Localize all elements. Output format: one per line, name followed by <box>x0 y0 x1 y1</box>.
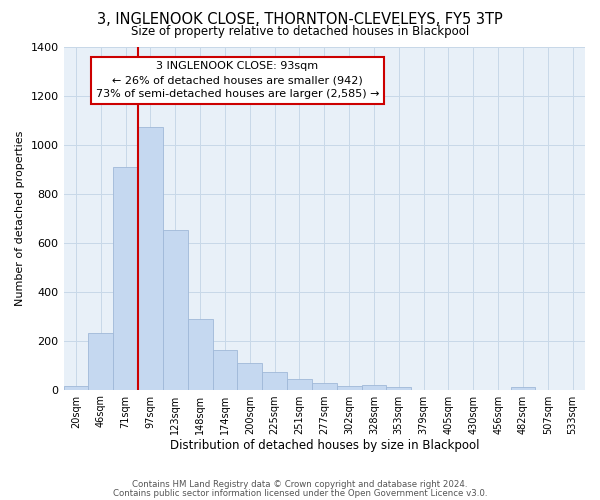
Bar <box>88 333 113 390</box>
Bar <box>113 166 138 390</box>
Y-axis label: Number of detached properties: Number of detached properties <box>15 130 25 306</box>
Bar <box>386 387 411 390</box>
Bar <box>511 386 535 390</box>
Bar <box>238 362 262 390</box>
Bar <box>163 230 188 390</box>
Bar <box>138 128 163 390</box>
Text: Contains HM Land Registry data © Crown copyright and database right 2024.: Contains HM Land Registry data © Crown c… <box>132 480 468 489</box>
Bar <box>287 380 312 390</box>
X-axis label: Distribution of detached houses by size in Blackpool: Distribution of detached houses by size … <box>170 440 479 452</box>
Bar <box>64 386 88 390</box>
Bar <box>362 385 386 390</box>
Text: 3 INGLENOOK CLOSE: 93sqm
← 26% of detached houses are smaller (942)
73% of semi-: 3 INGLENOOK CLOSE: 93sqm ← 26% of detach… <box>95 61 379 99</box>
Bar <box>312 384 337 390</box>
Bar <box>212 350 238 390</box>
Text: Contains public sector information licensed under the Open Government Licence v3: Contains public sector information licen… <box>113 490 487 498</box>
Bar <box>188 318 212 390</box>
Bar <box>262 372 287 390</box>
Text: Size of property relative to detached houses in Blackpool: Size of property relative to detached ho… <box>131 25 469 38</box>
Text: 3, INGLENOOK CLOSE, THORNTON-CLEVELEYS, FY5 3TP: 3, INGLENOOK CLOSE, THORNTON-CLEVELEYS, … <box>97 12 503 28</box>
Bar <box>337 386 362 390</box>
